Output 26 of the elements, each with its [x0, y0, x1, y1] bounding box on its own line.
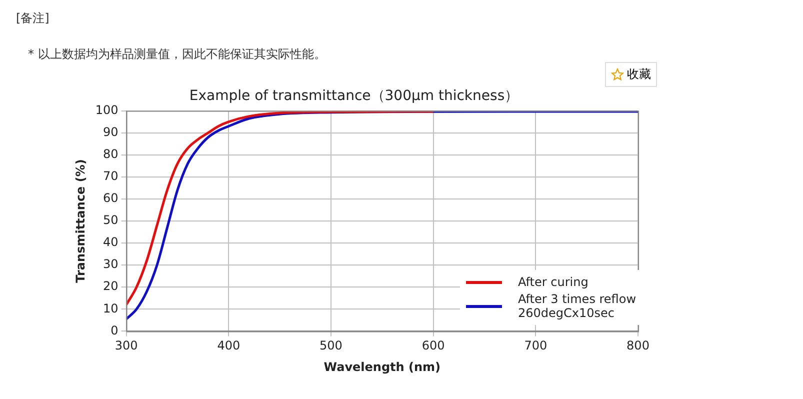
- y-tick-label: 100: [95, 102, 118, 117]
- text: 收藏: [627, 66, 651, 83]
- x-tick-label: 600: [422, 338, 445, 353]
- y-tick-label: 80: [103, 147, 118, 162]
- y-tick-label: 0: [110, 323, 118, 338]
- x-tick-label: 300: [114, 338, 138, 353]
- y-tick-label: 90: [103, 124, 118, 139]
- x-tick-label: 500: [320, 338, 342, 353]
- text: * 以上数据均为样品测量值，因此不能保证其实际性能。: [28, 46, 326, 63]
- y-tick-label: 60: [103, 191, 118, 206]
- text: [备注]: [16, 10, 50, 27]
- x-axis-title: Wavelength (nm): [324, 360, 441, 374]
- y-tick-label: 10: [103, 301, 118, 316]
- x-tick-label: 700: [524, 338, 548, 353]
- legend-label: After curing: [518, 275, 588, 290]
- line-series: [126, 110, 435, 306]
- y-tick-label: 70: [103, 169, 118, 184]
- x-tick-label: 400: [217, 338, 240, 353]
- chart-title: Example of transmittance（300μm thickness）: [189, 88, 519, 104]
- y-tick-label: 50: [103, 213, 118, 228]
- y-tick-label: 20: [103, 279, 118, 294]
- y-tick-label: 30: [103, 257, 118, 272]
- y-tick-label: 40: [103, 235, 118, 250]
- y-axis-title: Transmittance (%): [73, 159, 88, 283]
- legend-label: After 3 times reflow 260degCx10sec: [518, 292, 636, 320]
- x-tick-label: 800: [626, 338, 650, 353]
